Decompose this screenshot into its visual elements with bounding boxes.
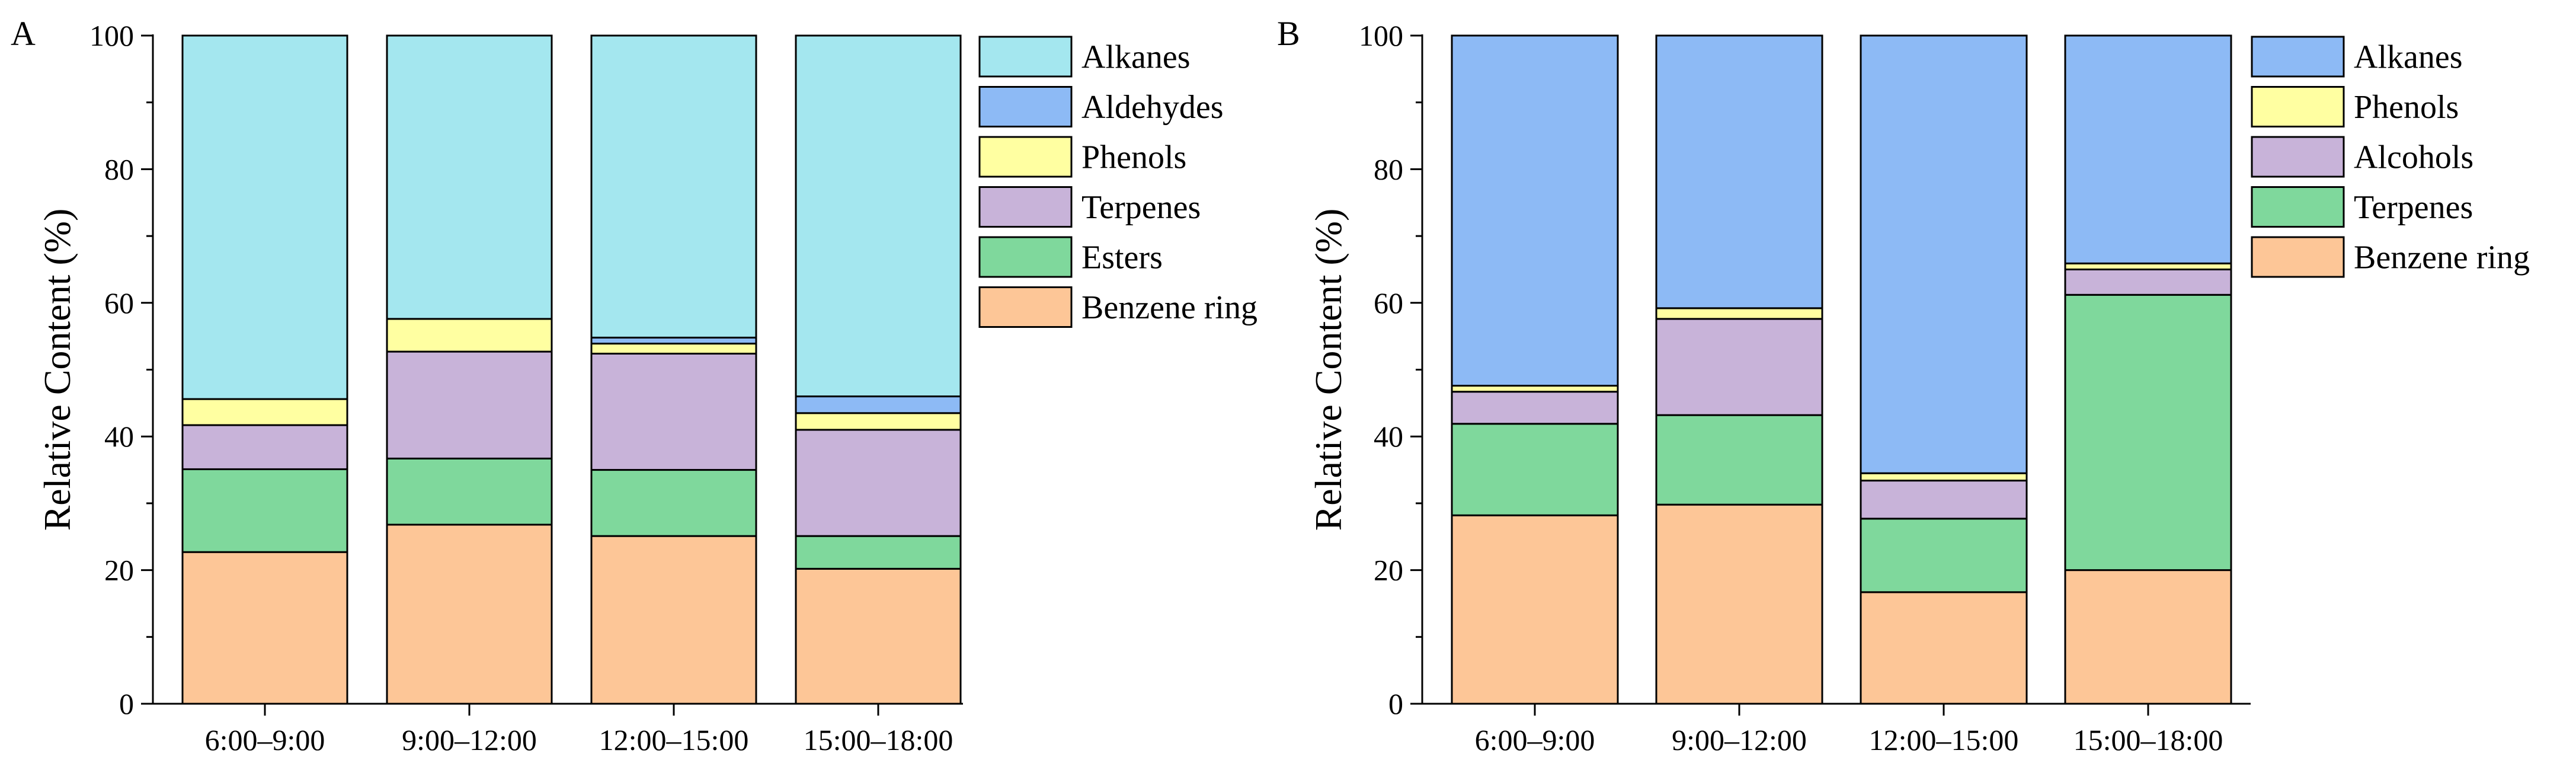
legend-swatch (2251, 36, 2345, 78)
bar-segment (1655, 307, 1823, 320)
bar-segment (590, 343, 757, 355)
legend-swatch (978, 86, 1073, 127)
legend-label: Phenols (1081, 139, 1186, 176)
bar-segment (1451, 391, 1619, 425)
bar-segment (2064, 34, 2232, 264)
legend-label: Phenols (2354, 89, 2459, 126)
bar-segment (1655, 414, 1823, 506)
bar-segment (386, 350, 553, 459)
chart-panel-b: B Relative Content (%) 6:00–9:00 9:00–12:00… (1277, 14, 2530, 757)
y-tick-label: 0 (119, 687, 134, 720)
legend: Alkanes Aldehydes Phenols Terpenes Esters Ben… (978, 36, 1257, 328)
legend-label: Alkanes (1081, 39, 1191, 76)
x-tick-label: 9:00–12:00 (1672, 723, 1807, 757)
legend-label: Benzene ring (1081, 289, 1257, 326)
y-tick-label: 60 (1374, 286, 1403, 320)
y-tick-label: 100 (89, 19, 134, 52)
bar-segment (181, 34, 348, 400)
bar-segment (2064, 262, 2232, 270)
bar-segment (1860, 518, 2028, 593)
bar-segment (795, 395, 962, 414)
y-tick-label: 0 (1388, 687, 1403, 720)
chart-panel-a: A Relative Content (%) 6:00–9:00 9:00–12:00… (11, 14, 1257, 757)
bar-segment (1451, 34, 1619, 387)
legend-swatch (978, 236, 1073, 278)
bar-segment (386, 457, 553, 526)
bar-segment (1451, 423, 1619, 516)
bar-segment (181, 468, 348, 553)
x-tick-label: 9:00–12:00 (402, 723, 537, 757)
y-tick-label: 100 (1359, 19, 1403, 52)
bar-segment (795, 412, 962, 431)
bar-segment (1451, 514, 1619, 705)
legend-swatch (978, 186, 1073, 228)
bar-segment (1655, 34, 1823, 309)
y-tick-label: 40 (1374, 420, 1403, 453)
bar-segment (386, 318, 553, 353)
x-tick-label: 12:00–15:00 (1869, 723, 2019, 757)
y-tick-label: 20 (104, 554, 134, 587)
bar-segment (1860, 480, 2028, 520)
y-axis-title: Relative Content (%) (36, 209, 78, 531)
legend: Alkanes Phenols Alcohols Terpenes Benzene ri… (2251, 36, 2530, 278)
bar-segment (1655, 318, 1823, 416)
x-tick-label: 15:00–18:00 (804, 723, 953, 757)
bar-segment (1860, 34, 2028, 474)
legend-swatch (978, 36, 1073, 78)
y-axis-title: Relative Content (%) (1307, 209, 1349, 531)
legend-swatch (2251, 136, 2345, 178)
bar-segment (590, 352, 757, 471)
legend-label: Aldehydes (1081, 89, 1224, 126)
legend-swatch (2251, 86, 2345, 127)
legend-swatch (978, 286, 1073, 328)
bar-segment (181, 398, 348, 426)
bar-segment (795, 567, 962, 705)
legend-label: Terpenes (2354, 189, 2473, 226)
y-tick-label: 80 (1374, 152, 1403, 186)
legend-label: Benzene ring (2354, 240, 2530, 276)
bar-segment (590, 336, 757, 345)
bar-segment (386, 524, 553, 705)
y-tick-label: 60 (104, 286, 134, 320)
legend-label: Esters (1081, 240, 1163, 276)
bar-segment (1860, 591, 2028, 705)
bar-segment (795, 429, 962, 537)
bar-segment (181, 424, 348, 470)
bar-segment (1655, 503, 1823, 705)
x-tick-label: 12:00–15:00 (599, 723, 749, 757)
y-tick-label: 20 (1374, 554, 1403, 587)
bar-segment (181, 551, 348, 705)
bar-segment (795, 34, 962, 398)
legend-label: Terpenes (1081, 189, 1201, 226)
x-tick-label: 15:00–18:00 (2073, 723, 2223, 757)
bar-segment (590, 535, 757, 705)
y-tick-label: 80 (104, 152, 134, 186)
bar-segment (1860, 472, 2028, 482)
bar-segment (2064, 293, 2232, 572)
panel-letter: A (11, 14, 36, 53)
bar-segment (590, 34, 757, 339)
legend-swatch (2251, 186, 2345, 228)
y-tick-label: 40 (104, 420, 134, 453)
legend-label: Alcohols (2354, 139, 2473, 176)
bar-segment (1451, 385, 1619, 393)
x-tick-label: 6:00–9:00 (205, 723, 325, 757)
bar-segment (2064, 569, 2232, 705)
bar-segment (795, 535, 962, 570)
legend-swatch (2251, 236, 2345, 278)
bar-segment (386, 34, 553, 320)
panel-letter: B (1277, 14, 1300, 53)
legend-label: Alkanes (2354, 39, 2463, 76)
x-tick-label: 6:00–9:00 (1475, 723, 1595, 757)
bar-segment (590, 469, 757, 537)
legend-swatch (978, 136, 1073, 178)
bar-segment (2064, 268, 2232, 296)
